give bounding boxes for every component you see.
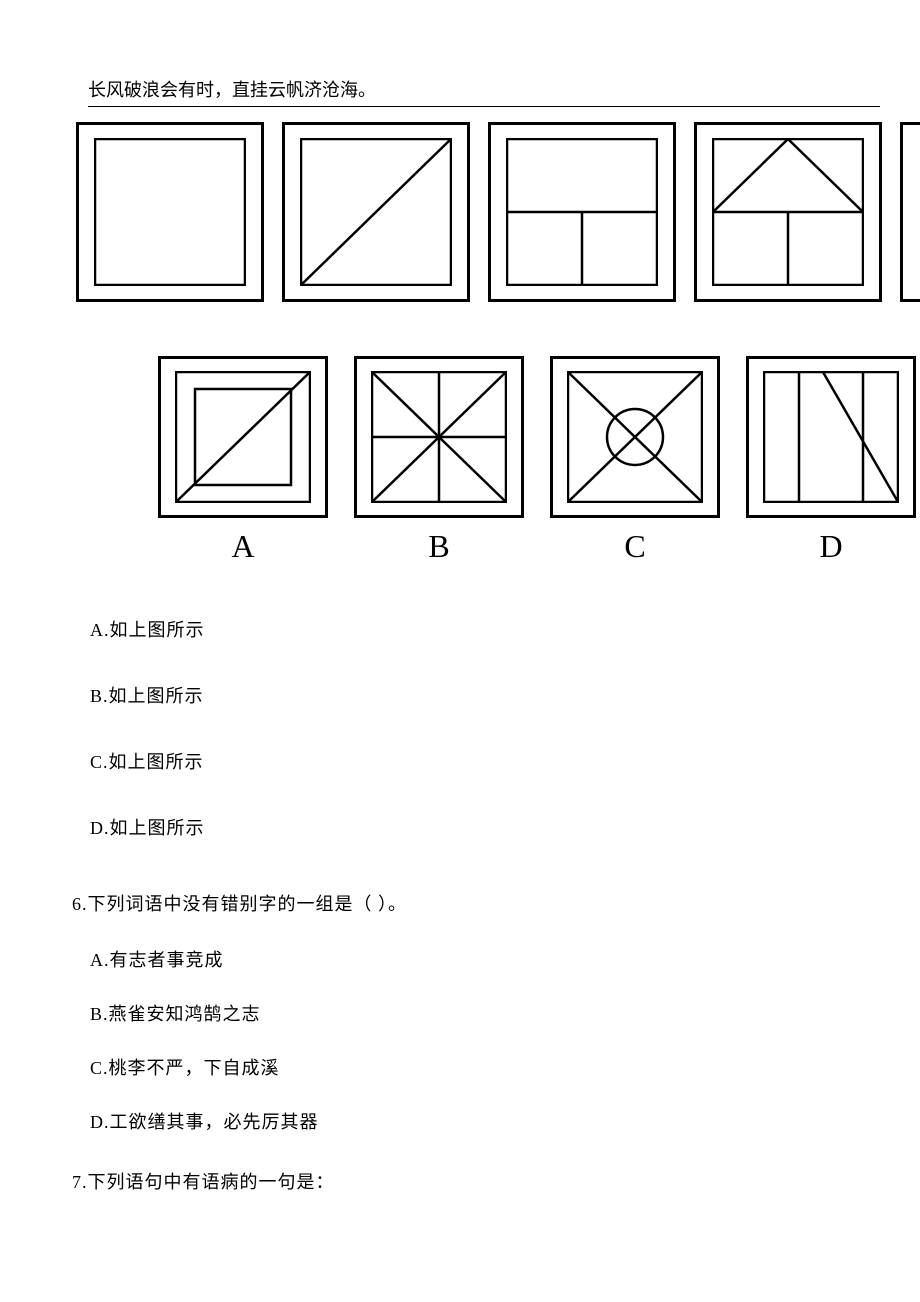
square-diagonal-icon (300, 138, 452, 286)
q5-opt-A: A.如上图所示 (90, 616, 205, 642)
opt-prefix: A. (90, 620, 110, 640)
q6-block: 6.下列词语中没有错别字的一组是（ ）。 A.有志者事竞成 B.燕雀安知鸿鹄之志… (72, 890, 407, 1162)
q5-options: A.如上图所示 B.如上图所示 C.如上图所示 D.如上图所示 (90, 616, 205, 880)
fig-r1-3 (488, 122, 676, 302)
label-B: B (354, 528, 524, 565)
opt-text: 如上图所示 (110, 818, 205, 838)
q5-opt-B: B.如上图所示 (90, 682, 205, 708)
opt-text: 如上图所示 (109, 752, 204, 772)
nested-square-diag-icon (175, 371, 311, 503)
fig-r2-D (746, 356, 916, 518)
page-header: 长风破浪会有时，直挂云帆济沧海。 (88, 76, 880, 107)
two-vert-one-diag-icon (763, 371, 899, 503)
q6-opt-B: B.燕雀安知鸿鹄之志 (90, 1000, 407, 1026)
opt-text: 有志者事竞成 (110, 950, 224, 970)
q7-stem: 7.下列语句中有语病的一句是： (72, 1168, 335, 1194)
q6-opt-D: D.工欲缮其事，必先厉其器 (90, 1108, 407, 1134)
figure-row-1 (76, 122, 882, 302)
square-t-triangle-icon (712, 138, 864, 286)
fig-r1-1 (76, 122, 264, 302)
opt-text: 燕雀安知鸿鹄之志 (109, 1004, 261, 1024)
q7-block: 7.下列语句中有语病的一句是： (72, 1168, 335, 1222)
header-text: 长风破浪会有时，直挂云帆济沧海。 (88, 80, 376, 100)
label-A: A (158, 528, 328, 565)
q5-opt-D: D.如上图所示 (90, 814, 205, 840)
opt-text: 工欲缮其事，必先厉其器 (110, 1112, 319, 1132)
figure-labels-row: A B C D (158, 528, 916, 565)
q6-opt-C: C.桃李不严，下自成溪 (90, 1054, 407, 1080)
square-t-icon (506, 138, 658, 286)
fig-r2-B (354, 356, 524, 518)
opt-prefix: B. (90, 686, 109, 706)
opt-prefix: A. (90, 950, 110, 970)
q6-stem: 6.下列词语中没有错别字的一组是（ ）。 (72, 890, 407, 916)
opt-text: 桃李不严，下自成溪 (109, 1058, 280, 1078)
label-C: C (550, 528, 720, 565)
fig-r1-4 (694, 122, 882, 302)
opt-prefix: C. (90, 1058, 109, 1078)
opt-prefix: D. (90, 818, 110, 838)
opt-prefix: D. (90, 1112, 110, 1132)
opt-text: 如上图所示 (109, 686, 204, 706)
fig-r1-2 (282, 122, 470, 302)
opt-prefix: B. (90, 1004, 109, 1024)
q5-opt-C: C.如上图所示 (90, 748, 205, 774)
opt-text: 如上图所示 (110, 620, 205, 640)
opt-prefix: C. (90, 752, 109, 772)
empty-square-icon (94, 138, 246, 286)
fig-r1-partial (900, 122, 920, 302)
label-D: D (746, 528, 916, 565)
fig-r2-A (158, 356, 328, 518)
q6-opt-A: A.有志者事竞成 (90, 946, 407, 972)
x-circle-icon (567, 371, 703, 503)
figure-row-2 (158, 356, 916, 518)
asterisk8-icon (371, 371, 507, 503)
fig-r2-C (550, 356, 720, 518)
